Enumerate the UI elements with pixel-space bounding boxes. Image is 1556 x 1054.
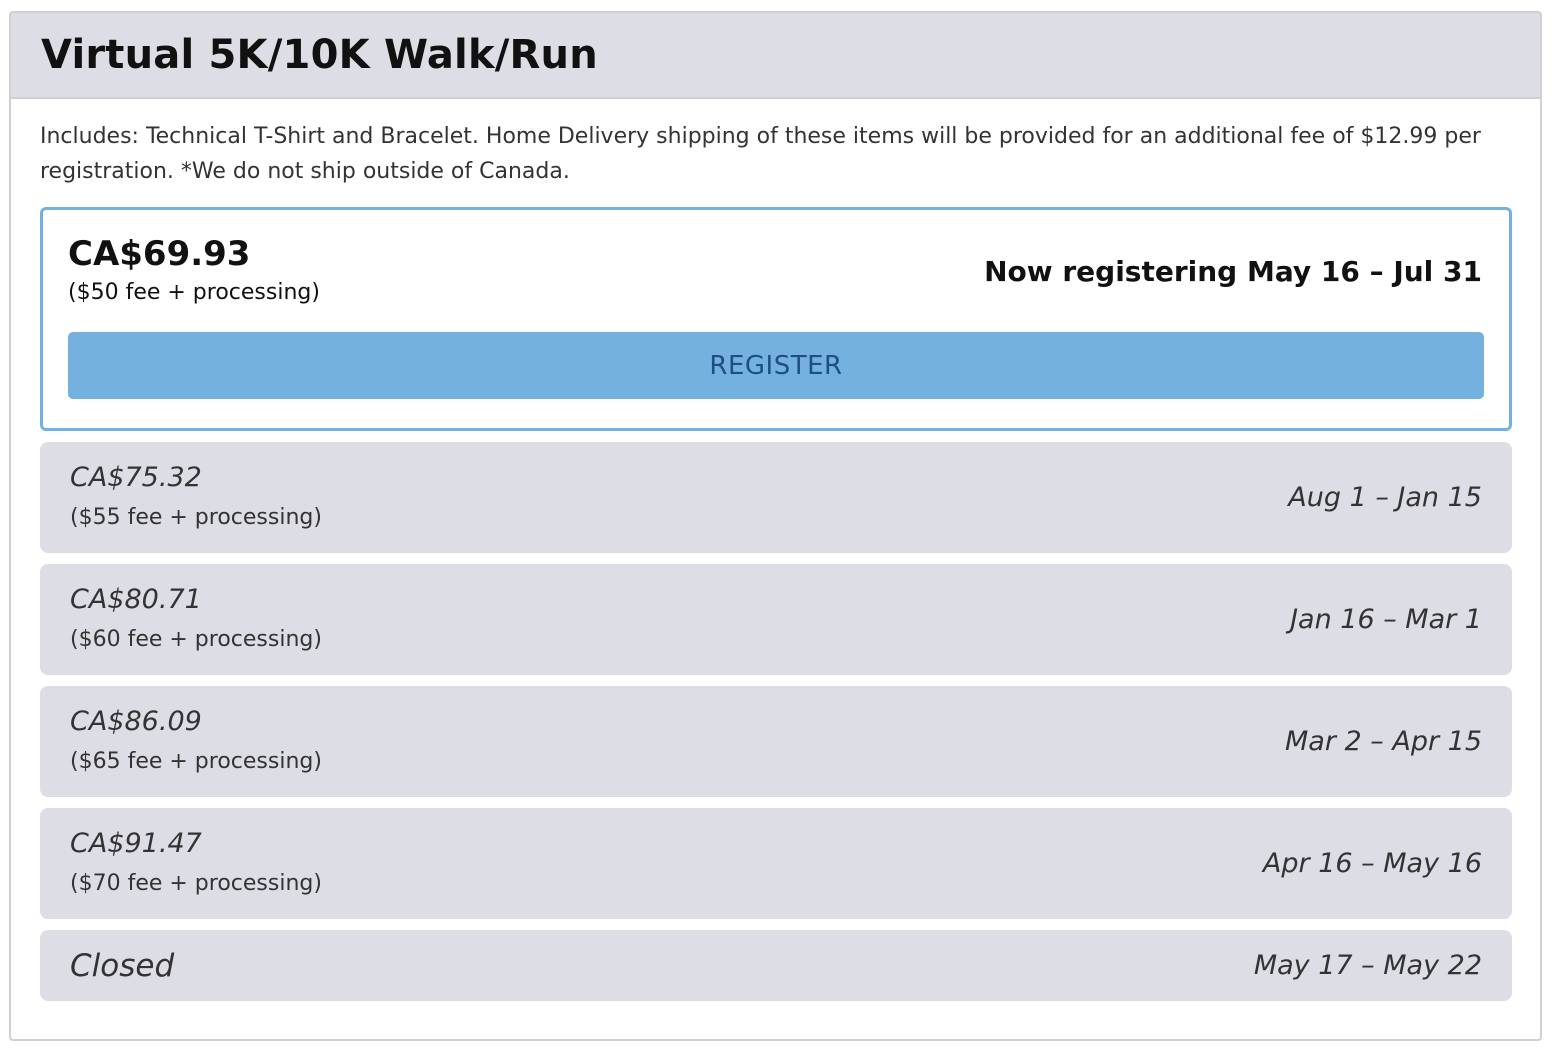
current-tier-info: CA$69.93 ($50 fee + processing) Now regi… [68,232,1484,310]
tier-fee: ($70 fee + processing) [70,870,322,896]
tier-pricing: CA$80.71 ($60 fee + processing) [70,580,322,660]
current-price-tier: CA$69.93 ($50 fee + processing) Now regi… [40,207,1512,431]
tier-pricing: CA$75.32 ($55 fee + processing) [70,458,322,538]
tier-dates: Apr 16 – May 16 [1262,848,1482,879]
current-fee: ($50 fee + processing) [68,280,320,305]
closed-tier-dates: May 17 – May 22 [1253,950,1482,981]
registration-panel: Virtual 5K/10K Walk/Run Includes: Techni… [9,11,1542,1041]
tier-pricing: CA$91.47 ($70 fee + processing) [70,824,322,904]
closed-tier: Closed May 17 – May 22 [40,930,1512,1001]
panel-header: Virtual 5K/10K Walk/Run [11,13,1540,99]
price-tier: CA$86.09 ($65 fee + processing) Mar 2 – … [40,686,1512,797]
current-registration-dates: Now registering May 16 – Jul 31 [984,254,1482,288]
register-button[interactable]: REGISTER [68,332,1484,399]
price-tier: CA$91.47 ($70 fee + processing) Apr 16 –… [40,808,1512,919]
tier-price: CA$91.47 [70,827,202,859]
tier-pricing: CA$86.09 ($65 fee + processing) [70,702,322,782]
tier-fee: ($55 fee + processing) [70,504,322,530]
tier-dates: Mar 2 – Apr 15 [1284,726,1482,757]
tier-price: CA$80.71 [70,583,202,615]
tier-price: CA$75.32 [70,461,202,493]
panel-body: Includes: Technical T-Shirt and Bracelet… [11,99,1540,1001]
closed-label: Closed [70,947,175,984]
tier-dates: Aug 1 – Jan 15 [1288,482,1482,513]
tier-fee: ($60 fee + processing) [70,626,322,652]
tier-fee: ($65 fee + processing) [70,748,322,774]
event-description: Includes: Technical T-Shirt and Bracelet… [40,124,1481,184]
page-title: Virtual 5K/10K Walk/Run [41,32,598,78]
current-tier-pricing: CA$69.93 ($50 fee + processing) [68,232,320,310]
current-price: CA$69.93 [68,234,251,274]
tier-dates: Jan 16 – Mar 1 [1290,604,1482,635]
price-tier: CA$75.32 ($55 fee + processing) Aug 1 – … [40,442,1512,553]
tier-price: CA$86.09 [70,705,202,737]
price-tier: CA$80.71 ($60 fee + processing) Jan 16 –… [40,564,1512,675]
